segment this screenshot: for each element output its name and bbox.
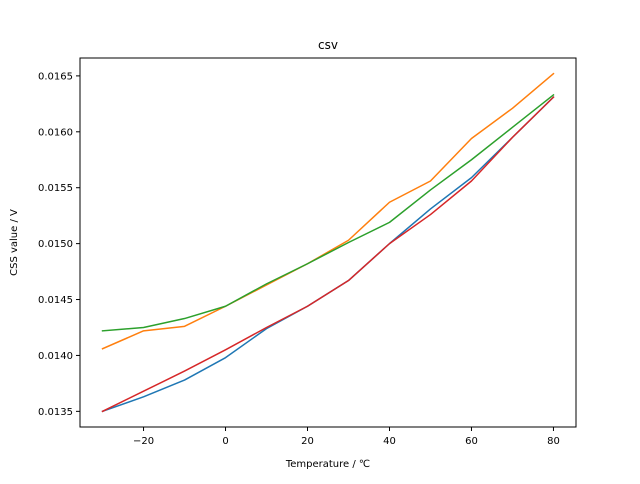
y-tick-label: 0.0140 (38, 351, 73, 362)
y-ticks: 0.0135 0.0140 0.0145 0.0150 0.0155 0.0160 0.01… (38, 71, 80, 418)
y-tick-label: 0.0135 (38, 407, 73, 418)
y-tick-label: 0.0150 (38, 239, 73, 250)
x-ticks: −20 0 20 40 60 80 (133, 427, 560, 447)
chart-title: csv (318, 38, 338, 52)
x-tick-label: −20 (133, 436, 154, 447)
x-tick-label: 80 (547, 436, 560, 447)
series-line-4 (101, 96, 555, 413)
axes-frame (79, 57, 577, 428)
series-layer (101, 72, 555, 413)
x-tick-label: 0 (222, 436, 228, 447)
x-tick-label: 40 (383, 436, 396, 447)
series-line-3 (101, 93, 555, 332)
y-axis-label: CSS value / V (9, 209, 20, 276)
x-tick-label: 60 (465, 436, 478, 447)
x-tick-label: 20 (301, 436, 314, 447)
y-tick-label: 0.0160 (38, 127, 73, 138)
y-tick-label: 0.0145 (38, 295, 73, 306)
x-axis-label: Temperature / ℃ (285, 459, 370, 470)
series-line-2 (101, 72, 555, 350)
y-tick-label: 0.0165 (38, 71, 73, 82)
y-tick-label: 0.0155 (38, 183, 73, 194)
